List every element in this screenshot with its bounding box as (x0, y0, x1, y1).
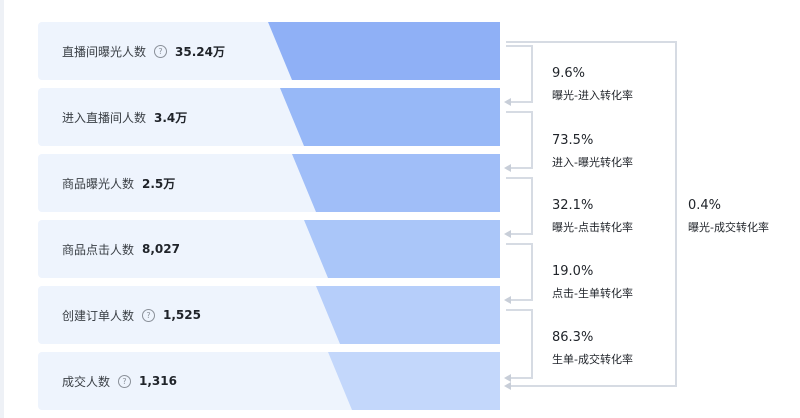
rate-click-order: 19.0% 点击-生单转化率 (552, 264, 633, 301)
stage-name: 进入直播间人数 (62, 110, 147, 125)
rate-name: 曝光-点击转化率 (552, 221, 633, 234)
row-label: 创建订单人数 ? 1,525 (62, 286, 201, 344)
stage-name: 成交人数 (62, 374, 111, 389)
rate-overall: 0.4% 曝光-成交转化率 (688, 198, 769, 235)
bracket-step-4 (506, 243, 533, 301)
rate-exposure-click: 32.1% 曝光-点击转化率 (552, 198, 633, 235)
left-edge-divider (0, 0, 4, 418)
row-label: 商品点击人数 8,027 (62, 220, 180, 278)
bracket-arrow (504, 98, 511, 106)
stage-name: 创建订单人数 (62, 308, 135, 323)
stage-value: 8,027 (142, 242, 180, 256)
bracket-step-1 (506, 45, 533, 103)
row-label: 成交人数 ? 1,316 (62, 352, 177, 410)
row-label: 商品曝光人数 2.5万 (62, 154, 175, 212)
rate-name: 点击-生单转化率 (552, 287, 633, 300)
rate-name: 生单-成交转化率 (552, 353, 633, 366)
bracket-arrow (504, 230, 511, 238)
stage-name: 直播间曝光人数 (62, 44, 147, 59)
rate-name: 曝光-进入转化率 (552, 89, 633, 102)
rate-percent: 73.5% (552, 133, 594, 148)
funnel-segment (292, 154, 500, 212)
overall-name: 曝光-成交转化率 (688, 221, 769, 234)
row-label: 直播间曝光人数 ? 35.24万 (62, 22, 225, 80)
row-label: 进入直播间人数 3.4万 (62, 88, 187, 146)
stage-value: 3.4万 (154, 110, 188, 125)
rate-name: 进入-曝光转化率 (552, 156, 633, 169)
info-icon[interactable]: ? (142, 308, 156, 322)
rate-percent: 9.6% (552, 66, 586, 81)
stage-value: 1,316 (139, 374, 177, 388)
funnel-shapes (268, 22, 500, 410)
funnel-segment (328, 352, 500, 410)
rate-percent: 86.3% (552, 330, 594, 345)
bracket-arrow (504, 164, 511, 172)
bracket-step-5 (506, 309, 533, 379)
stage-value: 35.24万 (175, 44, 225, 59)
funnel-segment (268, 22, 500, 80)
rate-percent: 32.1% (552, 198, 594, 213)
rate-percent: 19.0% (552, 264, 594, 279)
stage-value: 2.5万 (142, 176, 176, 191)
stage-value: 1,525 (163, 308, 201, 322)
info-icon[interactable]: ? (154, 44, 168, 58)
bracket-step-2 (506, 111, 533, 169)
stage-name: 商品点击人数 (62, 242, 135, 257)
rate-order-deal: 86.3% 生单-成交转化率 (552, 330, 633, 367)
bracket-arrow (504, 374, 511, 382)
bracket-arrow (504, 382, 511, 390)
funnel-segment (304, 220, 500, 278)
funnel-segment (280, 88, 500, 146)
info-icon[interactable]: ? (118, 374, 132, 388)
rate-exposure-enter: 9.6% 曝光-进入转化率 (552, 66, 633, 103)
bracket-overall (506, 41, 677, 387)
rate-enter-exposure: 73.5% 进入-曝光转化率 (552, 133, 633, 170)
funnel-segment (316, 286, 500, 344)
bracket-step-3 (506, 177, 533, 235)
overall-percent: 0.4% (688, 198, 722, 213)
funnel-stage: 直播间曝光人数 ? 35.24万 进入直播间人数 3.4万 商品曝光人数 2.5… (38, 22, 500, 412)
stage-name: 商品曝光人数 (62, 176, 135, 191)
bracket-arrow (504, 296, 511, 304)
